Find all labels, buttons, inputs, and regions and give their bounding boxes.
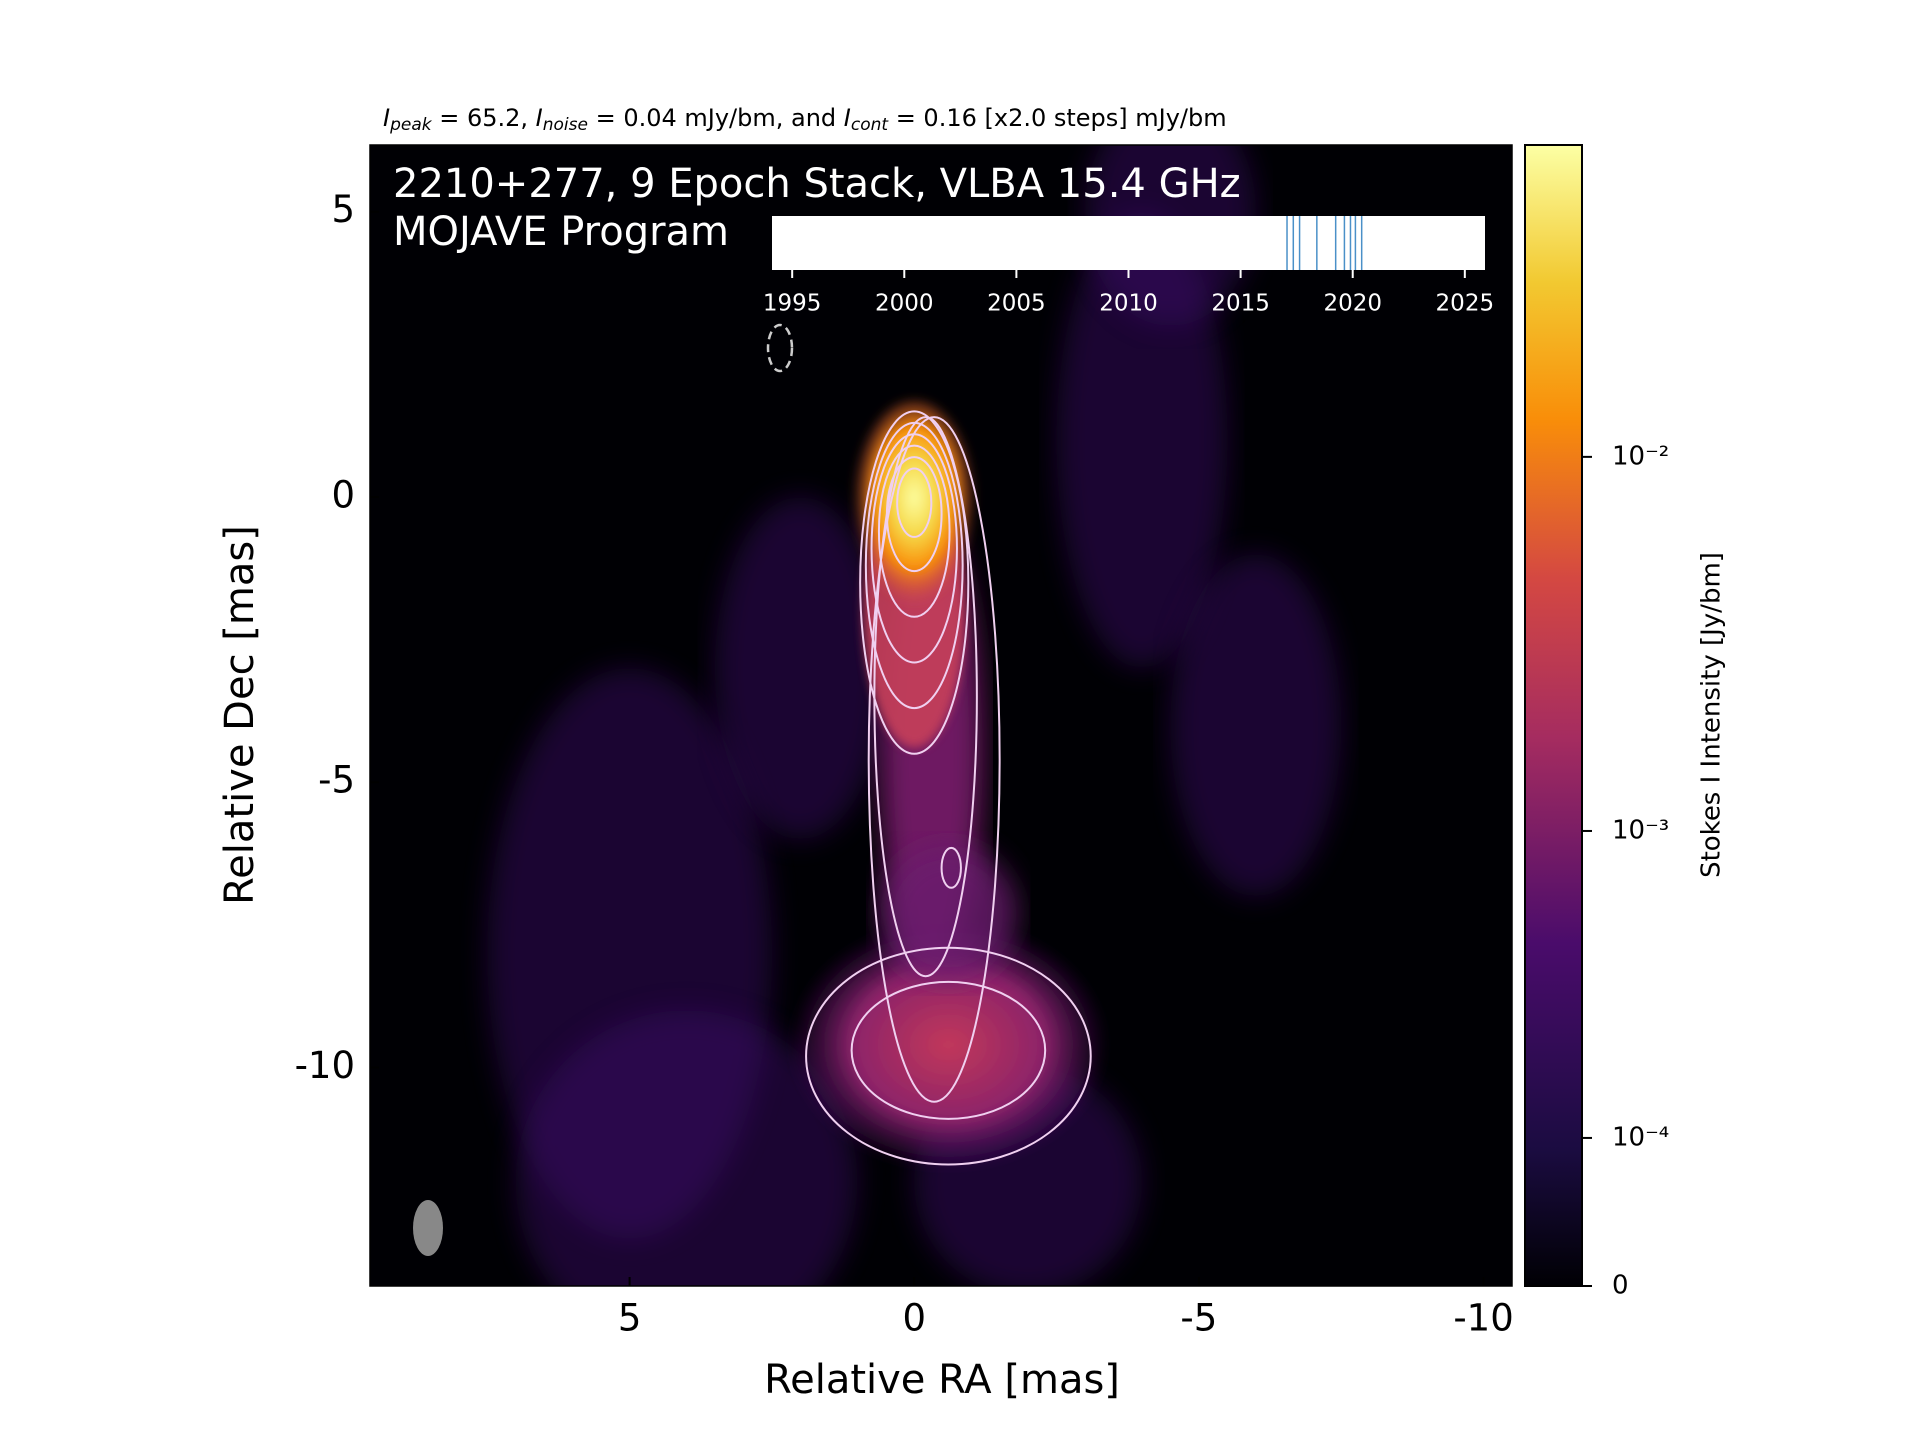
y-tick-label: 0 bbox=[331, 473, 355, 516]
x-tick-label: -5 bbox=[1180, 1297, 1217, 1340]
contour bbox=[805, 946, 1092, 1166]
colorbar-tick-label: 10⁻³ bbox=[1612, 815, 1669, 845]
knot bbox=[788, 919, 1108, 1171]
title-part: noise bbox=[543, 115, 588, 135]
x-tick-label: 0 bbox=[902, 1297, 926, 1340]
y-tick-label: 5 bbox=[331, 188, 355, 231]
title-part: I bbox=[844, 104, 851, 132]
title-part: = 0.16 [x2.0 steps] mJy/bm bbox=[888, 104, 1227, 132]
contour bbox=[940, 846, 962, 889]
x-tick-label: 5 bbox=[618, 1297, 642, 1340]
contour bbox=[877, 444, 951, 618]
epoch-timeline bbox=[772, 216, 1485, 270]
epoch-tick-label: 2025 bbox=[1436, 291, 1495, 317]
contour bbox=[873, 416, 978, 978]
epoch-tick-label: 2020 bbox=[1323, 291, 1382, 317]
epoch-tick-label: 1995 bbox=[763, 291, 822, 317]
title-part: peak bbox=[389, 115, 433, 135]
y-axis-label: Relative Dec [mas] bbox=[217, 525, 263, 905]
epoch-tick-label: 2015 bbox=[1211, 291, 1270, 317]
haze bbox=[515, 1010, 858, 1286]
epoch-tick-label: 2000 bbox=[875, 291, 934, 317]
contour bbox=[867, 416, 1001, 1103]
y-tick-label: -10 bbox=[295, 1044, 355, 1087]
title-part: I bbox=[383, 104, 390, 132]
inset-subtitle: MOJAVE Program bbox=[393, 209, 729, 255]
title-part: = 0.04 mJy/bm, and bbox=[588, 104, 844, 132]
beam-outline bbox=[766, 323, 794, 373]
contour bbox=[850, 980, 1047, 1120]
haze bbox=[1056, 211, 1228, 669]
knot bbox=[880, 845, 1017, 982]
x-axis-label: Relative RA [mas] bbox=[764, 1357, 1120, 1403]
epoch-tick-label: 2010 bbox=[1099, 291, 1158, 317]
colorbar-tick-label: 10⁻⁴ bbox=[1612, 1122, 1669, 1152]
colorbar-tick-label: 10⁻² bbox=[1612, 441, 1669, 471]
contour bbox=[859, 410, 970, 755]
y-tick-label: -5 bbox=[318, 759, 355, 802]
title-part: I bbox=[536, 104, 543, 132]
colorbar-tick-label: 0 bbox=[1612, 1271, 1629, 1301]
plot-frame bbox=[369, 144, 1513, 1287]
haze bbox=[714, 496, 886, 840]
title: Ipeak = 65.2, Inoise = 0.04 mJy/bm, and … bbox=[383, 104, 1227, 135]
haze bbox=[1170, 554, 1342, 897]
inset-title: 2210+277, 9 Epoch Stack, VLBA 15.4 GHz bbox=[393, 161, 1241, 207]
x-tick-label: -10 bbox=[1453, 1297, 1513, 1340]
colorbar bbox=[1524, 144, 1583, 1287]
epoch-tick-label: 2005 bbox=[987, 291, 1046, 317]
beam bbox=[413, 1200, 443, 1256]
intensity-image bbox=[487, 145, 1342, 1286]
contour bbox=[896, 467, 933, 538]
title-part: = 65.2, bbox=[432, 104, 536, 132]
colorbar-label: Stokes I Intensity [Jy/bm] bbox=[1697, 552, 1727, 878]
title-part: cont bbox=[851, 115, 890, 135]
